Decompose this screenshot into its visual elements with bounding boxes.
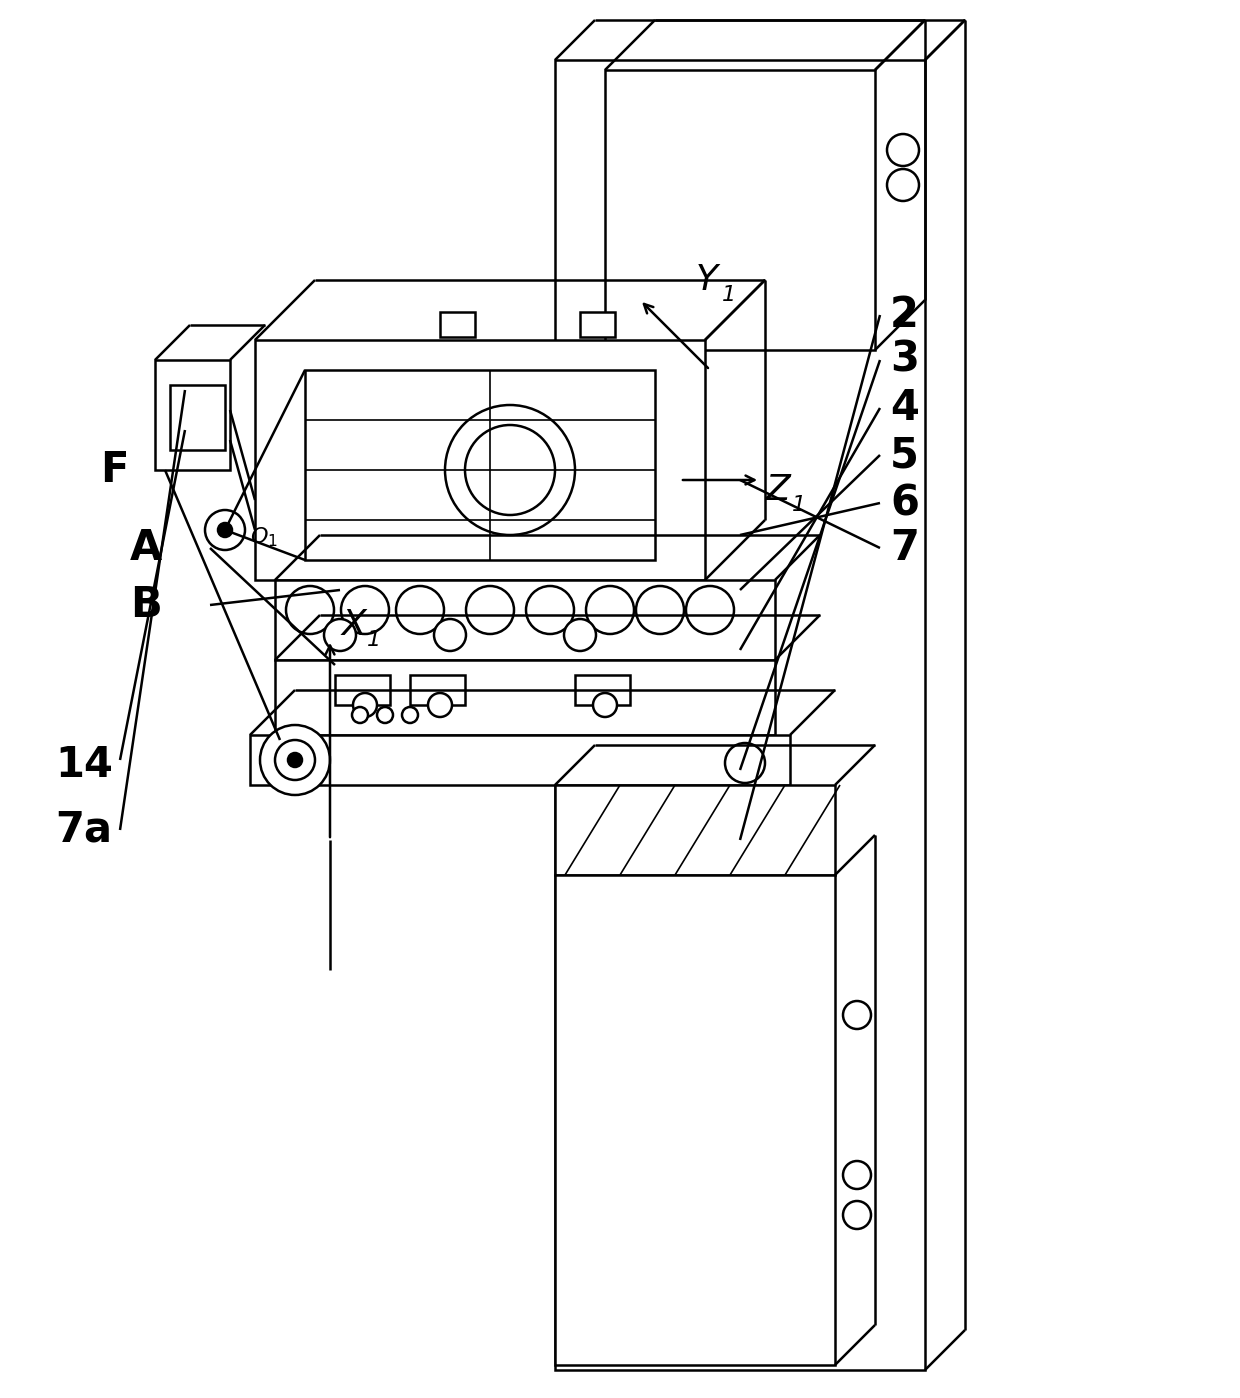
Circle shape [843,1001,870,1029]
Circle shape [843,1160,870,1190]
Circle shape [428,693,453,717]
Bar [440,312,475,337]
Circle shape [402,707,418,723]
Bar [556,60,925,1370]
Text: 1: 1 [722,285,737,305]
Bar [556,875,835,1364]
Text: 1: 1 [792,495,806,514]
Circle shape [205,510,246,549]
Circle shape [434,619,466,651]
Text: 3: 3 [890,338,919,382]
Circle shape [377,707,393,723]
Circle shape [636,586,684,635]
Text: 1: 1 [367,630,381,650]
Bar [255,340,706,580]
Text: $Y$: $Y$ [694,263,722,296]
Circle shape [887,134,919,166]
Circle shape [341,586,389,635]
Text: 7: 7 [890,527,919,569]
Text: $X$: $X$ [340,608,370,642]
Bar [155,361,229,470]
Circle shape [843,1201,870,1229]
Bar [305,370,655,561]
Circle shape [725,742,765,783]
Bar [556,786,835,875]
Circle shape [353,693,377,717]
Text: $O_1$: $O_1$ [250,526,278,549]
Circle shape [466,586,515,635]
Bar [580,312,615,337]
Bar [170,384,224,450]
Text: 7a: 7a [55,809,112,851]
Circle shape [465,425,556,514]
Bar [250,735,790,786]
Circle shape [564,619,596,651]
Circle shape [352,707,368,723]
Bar [575,675,630,705]
Circle shape [218,523,232,537]
Circle shape [887,169,919,201]
Circle shape [260,726,330,795]
Text: 5: 5 [890,433,919,475]
Text: 4: 4 [890,387,919,429]
Text: A: A [130,527,162,569]
Circle shape [445,405,575,535]
Text: F: F [100,449,129,491]
Circle shape [286,586,334,635]
Circle shape [593,693,618,717]
Circle shape [526,586,574,635]
Bar [275,580,775,660]
Text: 6: 6 [890,482,919,524]
Circle shape [686,586,734,635]
Text: 14: 14 [55,744,113,786]
Circle shape [396,586,444,635]
Text: 2: 2 [890,294,919,336]
Circle shape [587,586,634,635]
Bar [410,675,465,705]
Bar [335,675,391,705]
Text: B: B [130,584,161,626]
Bar [605,70,875,350]
Circle shape [288,754,303,768]
Circle shape [275,740,315,780]
Circle shape [324,619,356,651]
Bar [275,660,775,735]
Text: $Z$: $Z$ [765,473,794,507]
